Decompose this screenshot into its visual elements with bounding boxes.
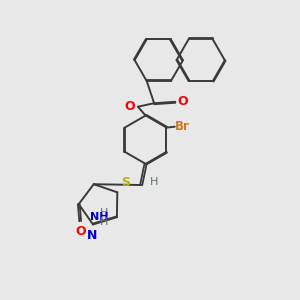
Text: N: N [87,229,97,242]
Text: H: H [149,176,158,187]
Text: S: S [121,176,130,189]
Text: O: O [75,225,86,238]
Text: NH: NH [90,212,109,222]
Text: H: H [100,208,109,218]
Text: O: O [124,100,135,112]
Text: O: O [178,95,188,108]
Text: H: H [100,217,109,226]
Text: Br: Br [175,120,190,133]
